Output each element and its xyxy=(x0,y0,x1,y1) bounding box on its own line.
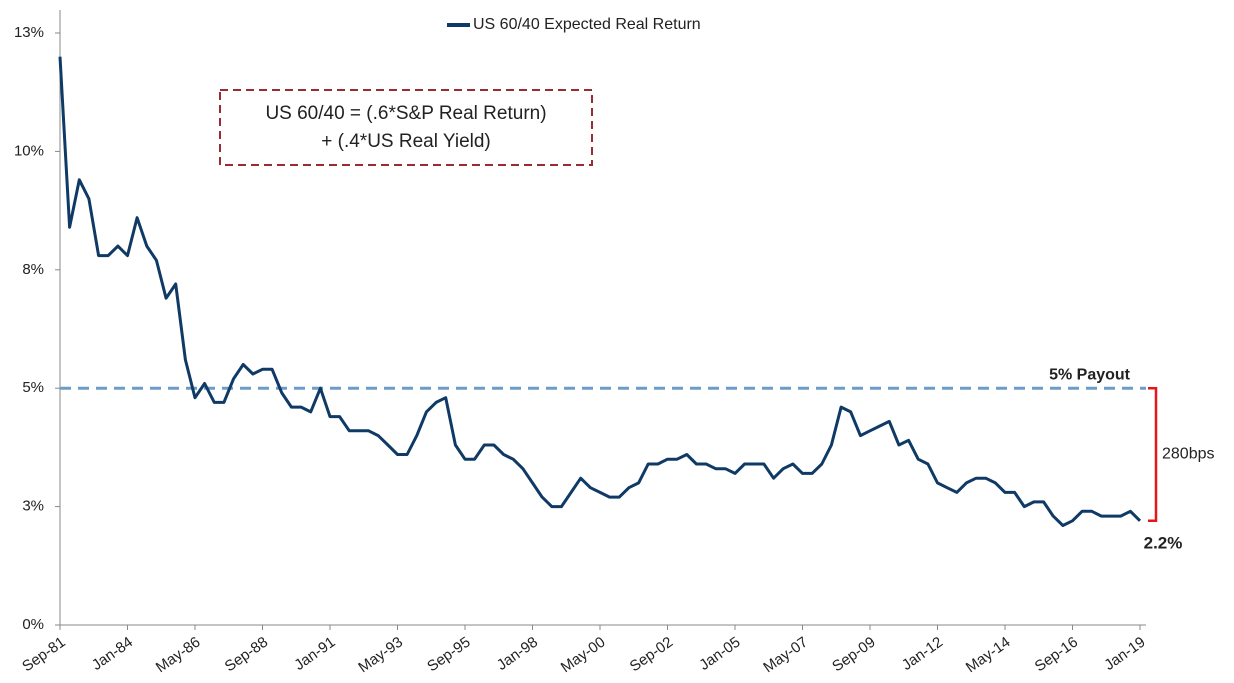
x-tick-label: Jan-91 xyxy=(291,634,338,674)
x-tick-label: Jan-84 xyxy=(89,634,136,674)
x-tick-label: May-93 xyxy=(355,634,406,677)
x-tick-label: Jan-98 xyxy=(494,634,541,674)
x-tick-label: Sep-16 xyxy=(1032,634,1081,676)
y-tick-label: 13% xyxy=(14,24,44,41)
x-tick-label: Sep-02 xyxy=(627,634,676,676)
annotation-line: + (.4*US Real Yield) xyxy=(321,131,491,152)
annotation-line: US 60/40 = (.6*S&P Real Return) xyxy=(265,103,546,124)
x-tick-label: Sep-95 xyxy=(424,634,473,676)
x-tick-label: May-00 xyxy=(558,634,609,677)
x-tick-label: May-14 xyxy=(963,634,1014,677)
x-tick-label: Sep-81 xyxy=(19,634,68,676)
bracket xyxy=(1148,386,1158,523)
x-tick-label: Sep-88 xyxy=(222,634,271,676)
x-tick-label: Jan-19 xyxy=(1101,634,1148,674)
y-tick-label: 8% xyxy=(22,261,44,278)
bracket-label: 280bps xyxy=(1162,446,1215,463)
x-tick-label: May-07 xyxy=(760,634,811,677)
annotation-box xyxy=(219,89,593,166)
x-tick-label: Sep-09 xyxy=(829,634,878,676)
legend-label: US 60/40 Expected Real Return xyxy=(473,16,701,33)
y-tick-label: 0% xyxy=(22,616,44,633)
reference-label: 5% Payout xyxy=(1049,366,1131,383)
x-tick-label: Jan-12 xyxy=(899,634,946,674)
data-line xyxy=(58,56,1142,527)
y-tick-label: 5% xyxy=(22,379,44,396)
last-value-label: 2.2% xyxy=(1144,533,1183,552)
x-tick-label: Jan-05 xyxy=(696,634,743,674)
y-tick-label: 3% xyxy=(22,498,44,515)
y-tick-label: 10% xyxy=(14,142,44,159)
x-tick-label: May-86 xyxy=(153,634,204,677)
